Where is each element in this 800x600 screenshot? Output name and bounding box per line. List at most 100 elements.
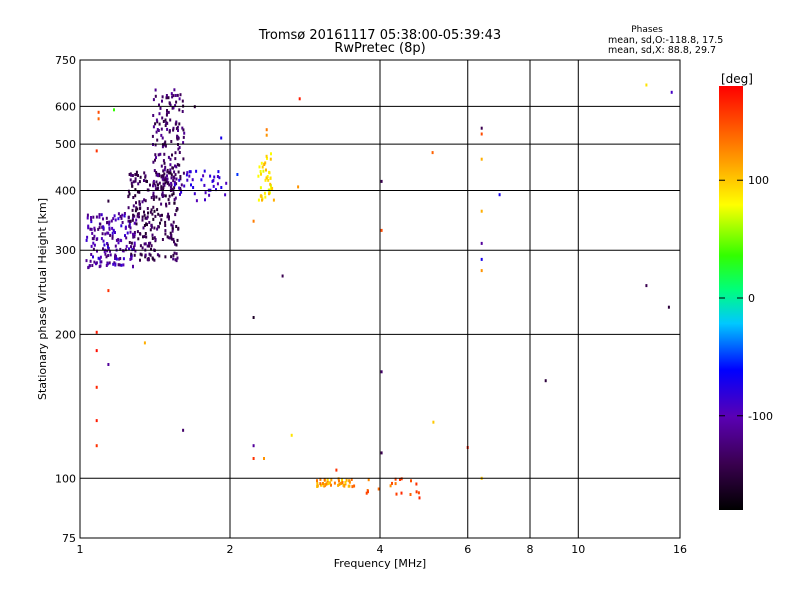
data-point [115, 257, 118, 261]
data-point [142, 235, 144, 239]
data-point [152, 184, 154, 188]
data-point [149, 253, 152, 257]
data-point [156, 227, 159, 231]
data-point [326, 478, 329, 481]
data-point [261, 165, 264, 169]
data-point [270, 187, 272, 190]
data-point [157, 183, 159, 187]
data-point [175, 243, 178, 247]
data-point [155, 180, 158, 184]
data-point [178, 151, 181, 154]
data-point [114, 218, 117, 222]
data-point [178, 108, 181, 112]
data-point [211, 179, 214, 183]
data-point [220, 186, 223, 189]
data-point [377, 487, 380, 491]
data-point [144, 232, 147, 235]
data-point [171, 229, 174, 233]
data-point [351, 485, 354, 489]
data-point [109, 233, 112, 237]
data-point [167, 217, 170, 221]
data-point [107, 363, 110, 366]
data-point [164, 181, 167, 185]
data-point [181, 126, 184, 130]
data-point [167, 212, 170, 216]
data-point [154, 88, 157, 92]
data-point [263, 457, 265, 460]
data-point [367, 490, 369, 494]
data-point [174, 258, 177, 262]
data-point [134, 194, 137, 198]
data-point [114, 253, 117, 257]
data-point [168, 215, 170, 219]
data-point [169, 163, 172, 167]
data-point [102, 239, 105, 243]
data-point [90, 253, 93, 256]
data-point [266, 175, 269, 178]
data-point [150, 208, 153, 212]
data-point [337, 477, 340, 481]
data-point [98, 215, 101, 219]
data-point [95, 349, 98, 353]
data-point [113, 261, 116, 265]
data-point [120, 263, 123, 267]
data-point [161, 95, 164, 99]
data-point [141, 246, 144, 250]
data-point [161, 195, 164, 198]
data-point [154, 214, 157, 218]
data-point [257, 174, 260, 178]
data-point [139, 258, 141, 262]
data-point [172, 126, 175, 130]
data-point [165, 204, 168, 208]
data-point [173, 240, 175, 244]
data-point [252, 457, 255, 460]
data-point [92, 237, 95, 241]
data-point [138, 215, 140, 219]
y-tick-label: 750 [55, 54, 76, 67]
data-point [175, 100, 178, 104]
data-point [133, 235, 136, 239]
data-point [149, 183, 151, 187]
data-point [319, 477, 322, 481]
data-point [172, 192, 175, 196]
data-point [157, 225, 160, 229]
data-point [137, 237, 140, 241]
data-point [208, 193, 211, 197]
data-point [129, 178, 132, 182]
data-point [160, 133, 163, 137]
phase-box-x-stats: mean, sd,X: 88.8, 29.7 [608, 45, 716, 56]
data-point [175, 165, 178, 169]
data-point [177, 170, 180, 174]
data-point [92, 247, 95, 251]
data-point [172, 166, 174, 170]
data-point [480, 157, 483, 161]
data-point [139, 207, 142, 210]
data-point [164, 229, 167, 233]
data-point [335, 468, 338, 472]
data-point [149, 210, 152, 214]
data-point [90, 227, 93, 231]
data-point [93, 234, 96, 238]
data-point [410, 479, 412, 483]
data-point [182, 171, 185, 175]
data-point [215, 188, 217, 192]
data-point [265, 128, 268, 132]
data-point [158, 103, 160, 107]
data-point [260, 161, 263, 165]
data-point [394, 477, 397, 481]
data-point [132, 248, 135, 251]
data-point [178, 178, 181, 182]
data-point [322, 482, 324, 485]
data-point [162, 185, 165, 189]
data-point [134, 249, 137, 253]
data-point [252, 444, 255, 448]
data-point [105, 255, 108, 259]
data-point [400, 477, 403, 481]
x-tick-label: 8 [527, 543, 534, 556]
data-point [152, 98, 155, 102]
data-point [175, 259, 178, 263]
data-point [145, 222, 148, 226]
grid-lines [80, 60, 680, 538]
data-point [121, 213, 124, 217]
data-point [163, 172, 166, 176]
